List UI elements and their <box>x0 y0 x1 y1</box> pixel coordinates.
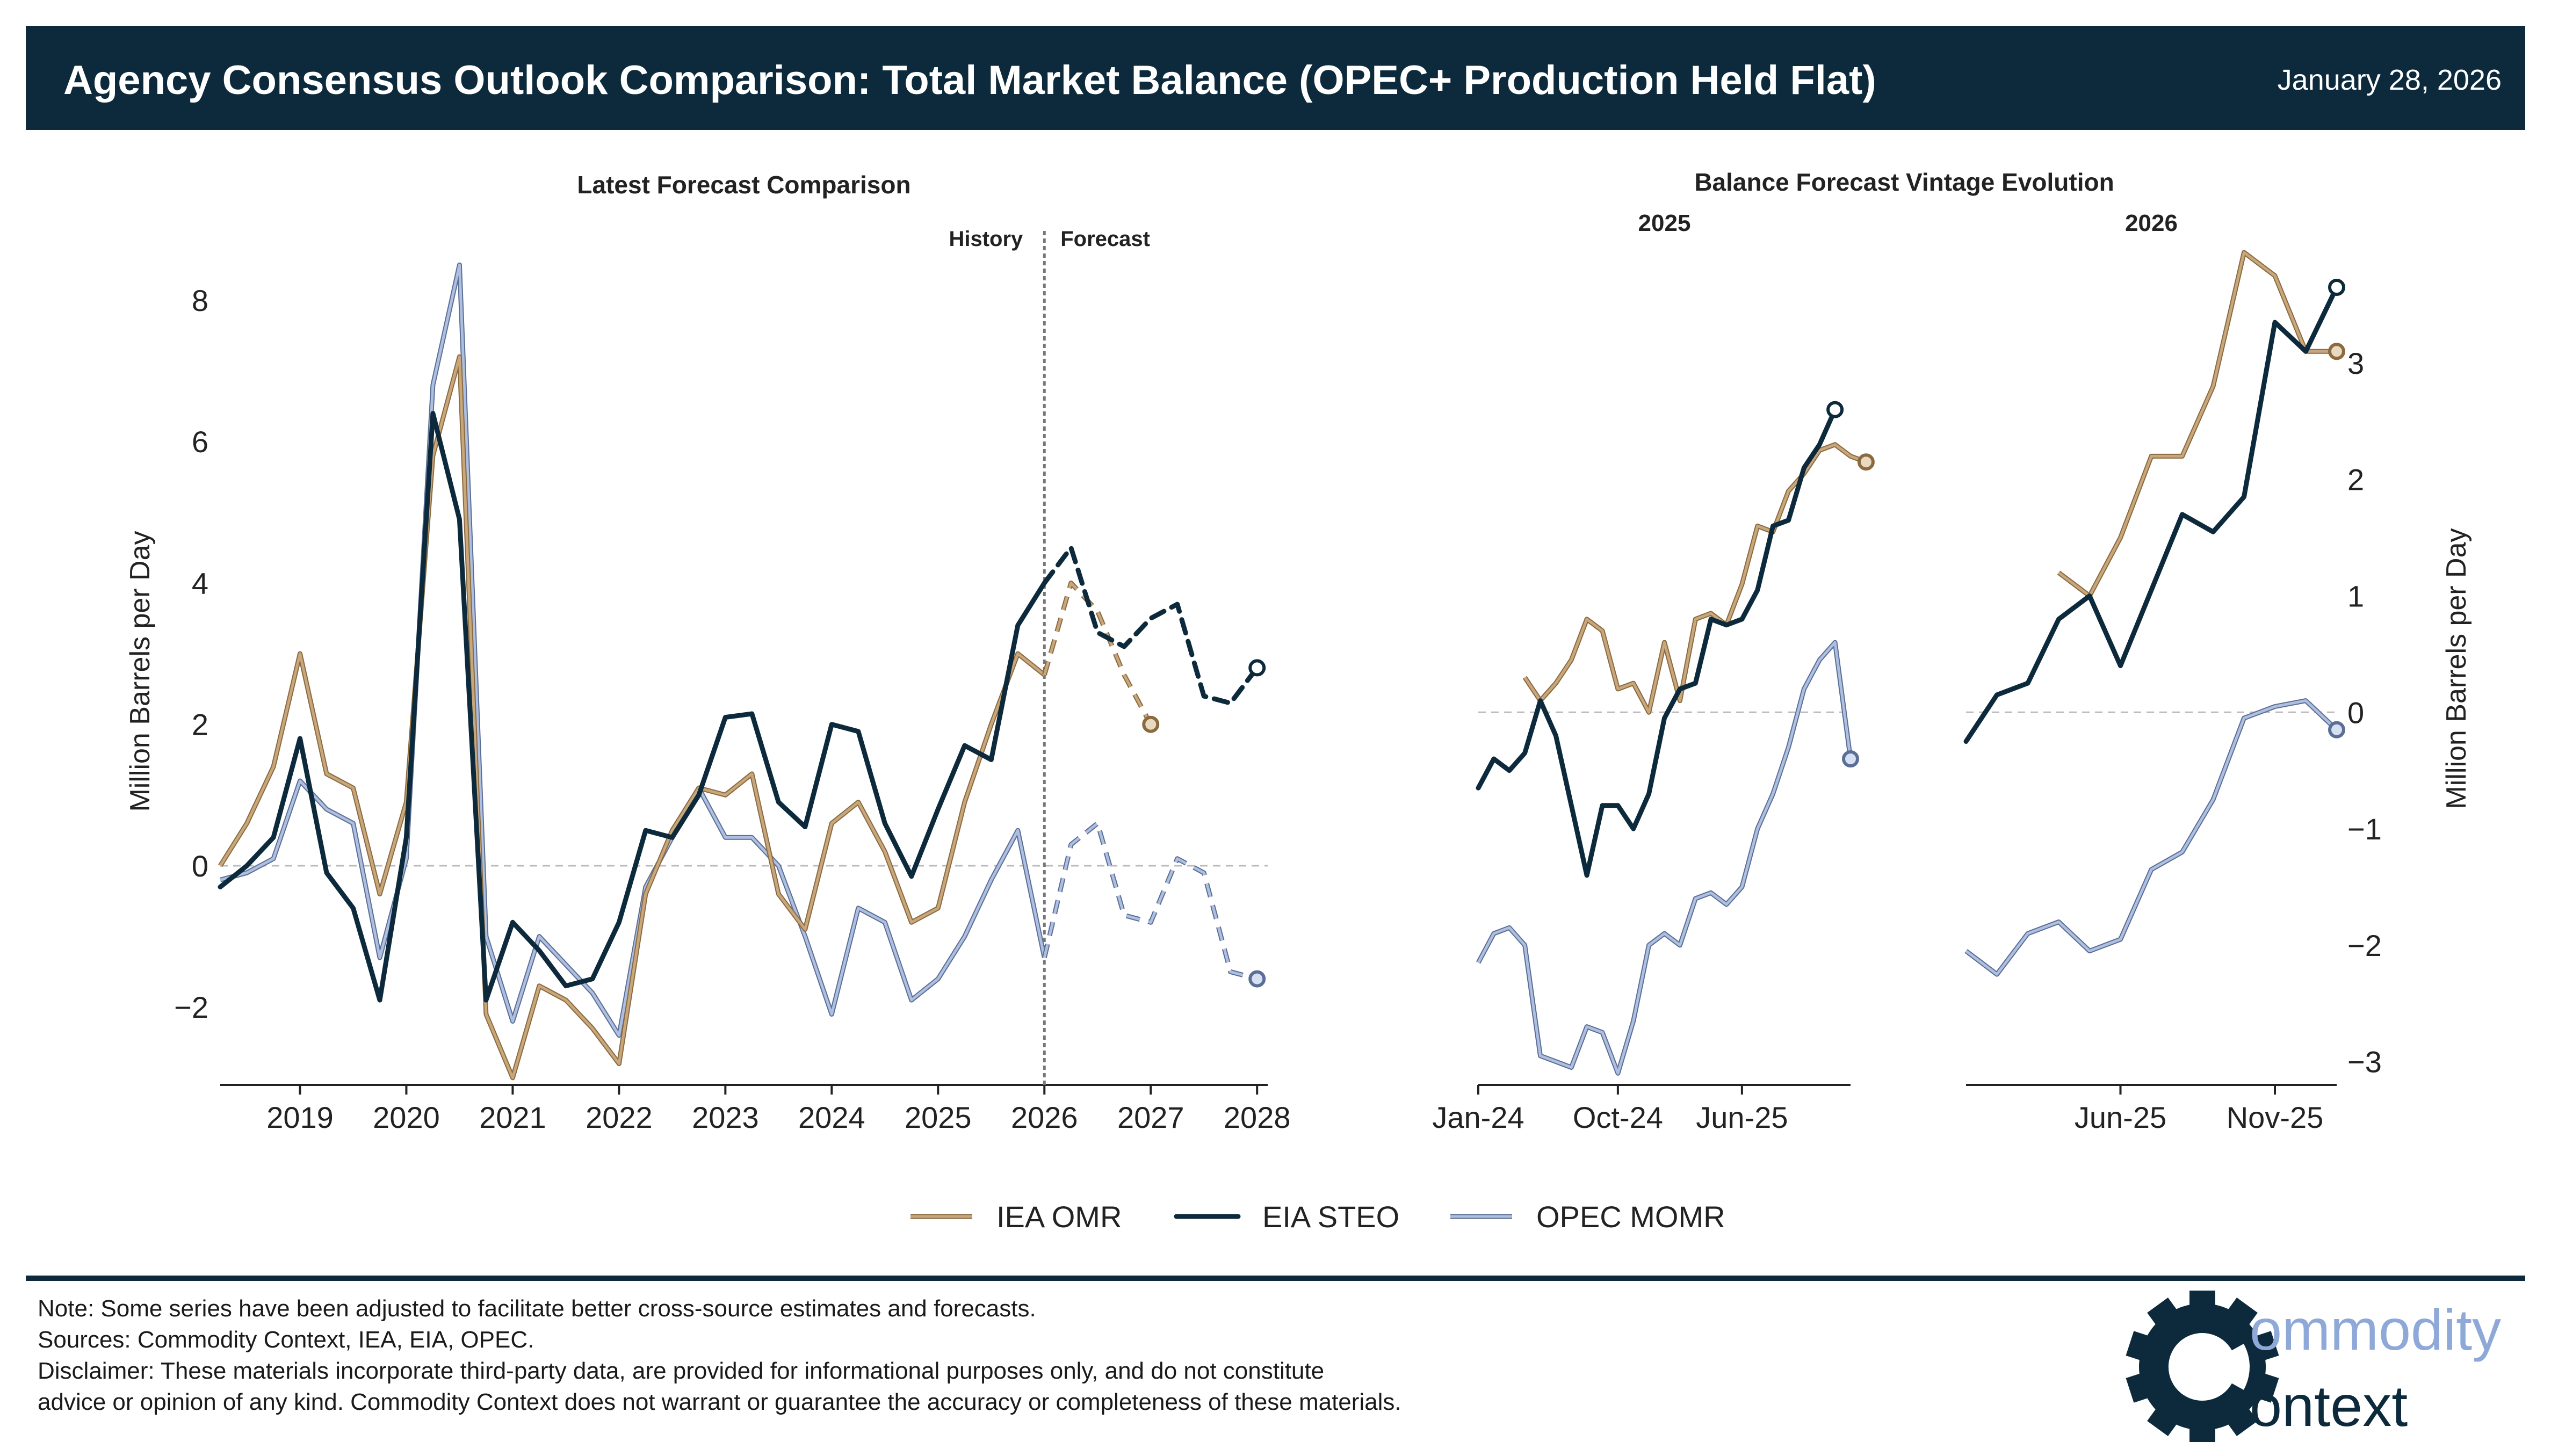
logo-line-2: ontext <box>2250 1373 2408 1438</box>
vintage-y-tick-label-3: 3 <box>2347 346 2364 380</box>
main-iea-history-edge <box>218 354 1046 1081</box>
vintage-2025-iea-end-point <box>1857 453 1875 471</box>
main-x-tick-label-2023: 2023 <box>692 1100 759 1134</box>
vintage-y-tick-label--3: −3 <box>2347 1045 2382 1079</box>
footer-notes: Note: Some series have been adjusted to … <box>38 1293 1401 1418</box>
commodity-context-logo: ommodity ontext <box>2126 1291 2501 1442</box>
vintage-2026-eia-line-line <box>1963 285 2339 744</box>
footer-sources: Sources: Commodity Context, IEA, EIA, OP… <box>38 1327 534 1353</box>
vintage-y-tick-label--2: −2 <box>2347 929 2382 962</box>
main-eia-forecast-line <box>1042 545 1260 706</box>
footer-disclaimer-1: Disclaimer: These materials incorporate … <box>38 1358 1325 1384</box>
vintage-2026-x-tick-label: Jun-25 <box>2075 1100 2166 1134</box>
vintage-2025-eia-line-line <box>1476 407 1838 878</box>
vintage-2026-iea-line <box>2057 250 2337 598</box>
legend: IEA OMR EIA STEO OPEC MOMR <box>910 1200 1725 1234</box>
vintage-2025-opec-end-point <box>1842 750 1859 767</box>
main-y-tick-label-8: 8 <box>192 284 208 317</box>
main-opec-history-line <box>220 263 1046 1037</box>
vintage-2025-opec-line-line <box>1477 641 1852 1075</box>
main-x-tick-label-2022: 2022 <box>586 1100 653 1134</box>
main-opec-forecast <box>1042 821 1258 981</box>
main-y-tick-label-4: 4 <box>192 566 208 600</box>
vintage-y-tick-label-0: 0 <box>2347 696 2364 729</box>
vintage-2025-x-tick-label: Oct-24 <box>1573 1100 1663 1134</box>
vintage-2025-eia-line <box>1476 407 1838 878</box>
main-y-tick-label-0: 0 <box>192 849 208 883</box>
main-y-tick-label-6: 6 <box>192 425 208 459</box>
vintage-2026-opec-end-point <box>2328 721 2345 738</box>
main-iea-history-line <box>219 355 1045 1080</box>
main-iea-forecast-edge <box>1042 581 1153 726</box>
vintage-2026-iea-line-line <box>2057 251 2337 597</box>
main-y-tick-label--2: −2 <box>174 990 208 1024</box>
main-chart-title: Latest Forecast Comparison <box>577 171 910 199</box>
main-x-tick-label-2025: 2025 <box>905 1100 972 1134</box>
main-opec-end-point <box>1248 970 1266 988</box>
legend-item-iea: IEA OMR <box>910 1200 1122 1234</box>
main-eia-history <box>218 411 1047 1003</box>
main-x-tick-label-2021: 2021 <box>479 1100 546 1134</box>
vintage-2025-x-tick-label: Jan-24 <box>1432 1100 1524 1134</box>
main-opec-history <box>219 262 1047 1038</box>
vintage-2026-opec-line-line <box>1965 699 2338 976</box>
vintage-suptitle: Balance Forecast Vintage Evolution <box>1694 168 2114 196</box>
main-x-tick-label-2019: 2019 <box>266 1100 334 1134</box>
main-iea-history <box>218 354 1046 1081</box>
footer-note: Note: Some series have been adjusted to … <box>38 1295 1036 1322</box>
vintage-2025-iea-line <box>1522 442 1867 715</box>
vintage-2026-x-tick-label: Nov-25 <box>2227 1100 2324 1134</box>
vintage-2025-eia-end-point <box>1826 401 1844 418</box>
legend-item-opec: OPEC MOMR <box>1450 1200 1725 1234</box>
vintage-2026-title: 2026 <box>2125 210 2178 236</box>
vintage-y-tick-label-1: 1 <box>2347 579 2364 613</box>
vintage-2025-iea-line-line <box>1523 443 1867 714</box>
main-eia-forecast <box>1042 545 1260 706</box>
main-iea-end-point <box>1142 715 1160 733</box>
legend-iea-label: IEA OMR <box>996 1200 1122 1234</box>
vintage-2025-opec-line <box>1476 640 1853 1076</box>
vintage-2025-title: 2025 <box>1638 210 1691 236</box>
legend-opec-label: OPEC MOMR <box>1536 1200 1725 1234</box>
header-bar: Agency Consensus Outlook Comparison: Tot… <box>26 26 2525 130</box>
main-eia-history-line <box>218 411 1047 1003</box>
vintage-2026-eia-end-point <box>2328 279 2345 296</box>
main-eia-end-point <box>1248 659 1266 677</box>
vintage-y-tick-label-2: 2 <box>2347 463 2364 497</box>
main-y-tick-label-2: 2 <box>192 708 208 742</box>
main-opec-forecast-line <box>1043 822 1258 981</box>
legend-eia-label: EIA STEO <box>1262 1200 1399 1234</box>
vintage-2026-eia-line <box>1963 285 2339 744</box>
main-x-tick-label-2027: 2027 <box>1117 1100 1184 1134</box>
footer-rule <box>26 1276 2525 1281</box>
main-iea-forecast <box>1042 581 1153 726</box>
vintage-y-tick-label--1: −1 <box>2347 812 2382 846</box>
forecast-label: Forecast <box>1060 227 1150 251</box>
report-date: January 28, 2026 <box>2277 64 2502 96</box>
legend-item-eia: EIA STEO <box>1174 1200 1399 1234</box>
logo-line-1: ommodity <box>2250 1297 2501 1362</box>
vintage-2026-iea-end-point <box>2328 343 2345 360</box>
page-title: Agency Consensus Outlook Comparison: Tot… <box>63 57 1876 103</box>
main-x-tick-label-2024: 2024 <box>798 1100 865 1134</box>
footer-disclaimer-2: advice or opinion of any kind. Commodity… <box>38 1389 1401 1415</box>
vintage-2026-opec-line-edge <box>1964 698 2339 977</box>
history-label: History <box>949 227 1023 251</box>
main-x-tick-label-2028: 2028 <box>1224 1100 1291 1134</box>
gear-icon <box>2126 1291 2279 1442</box>
main-x-tick-label-2020: 2020 <box>373 1100 440 1134</box>
vintage-2026-opec-line <box>1964 698 2339 977</box>
vintage-y-axis-label: Million Barrels per Day <box>2441 528 2472 809</box>
main-x-tick-label-2026: 2026 <box>1011 1100 1078 1134</box>
main-y-axis-label: Million Barrels per Day <box>125 531 156 812</box>
main-iea-forecast-line <box>1043 582 1152 725</box>
vintage-2025-x-tick-label: Jun-25 <box>1696 1100 1788 1134</box>
